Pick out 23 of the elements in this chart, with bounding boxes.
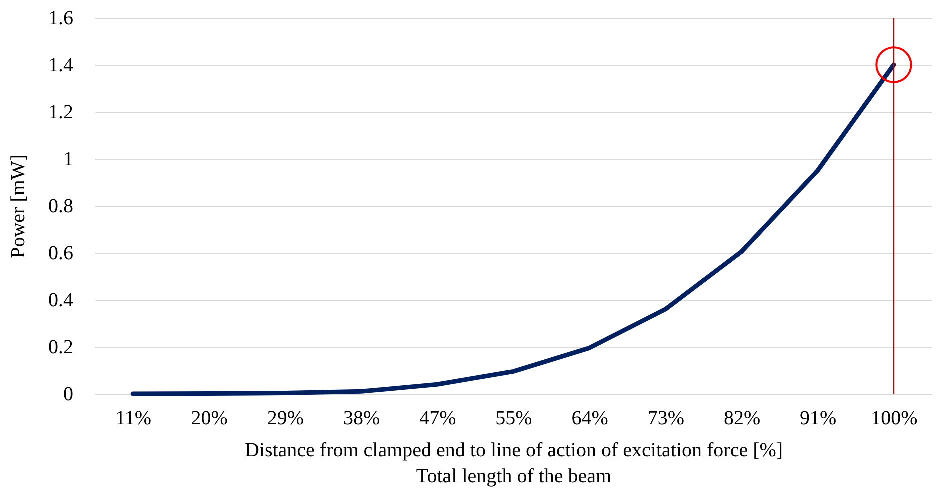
y-tick-label: 0.6 xyxy=(48,242,74,264)
y-tick-label: 0 xyxy=(64,384,74,406)
x-tick-label: 11% xyxy=(116,408,152,430)
x-tick-label: 38% xyxy=(343,408,380,430)
x-tick-label: 91% xyxy=(800,408,837,430)
x-tick-label: 82% xyxy=(724,408,761,430)
x-axis-title: Distance from clamped end to line of action of excitation force [%] Total length of the beam xyxy=(244,440,784,488)
y-tick-label: 1.4 xyxy=(48,54,74,76)
y-axis-title: Power [mW] xyxy=(8,154,30,258)
y-tick-label: 1 xyxy=(64,148,74,170)
y-tick-label: 0.2 xyxy=(48,336,74,358)
line-series xyxy=(130,62,896,396)
x-tick-label: 100% xyxy=(871,408,918,430)
x-tick-label: 55% xyxy=(496,408,532,430)
y-tick-label: 0.8 xyxy=(48,196,74,218)
x-tick-label: 47% xyxy=(420,408,456,430)
x-tick-label: 64% xyxy=(572,408,608,430)
y-tick-label: 0.4 xyxy=(48,290,74,312)
x-tick-label: 29% xyxy=(267,408,304,430)
y-tick-label: 1.2 xyxy=(48,102,74,124)
x-tick-label: 20% xyxy=(191,408,228,430)
y-tick-label: 1.6 xyxy=(48,8,74,30)
x-tick-label: 73% xyxy=(648,408,685,430)
